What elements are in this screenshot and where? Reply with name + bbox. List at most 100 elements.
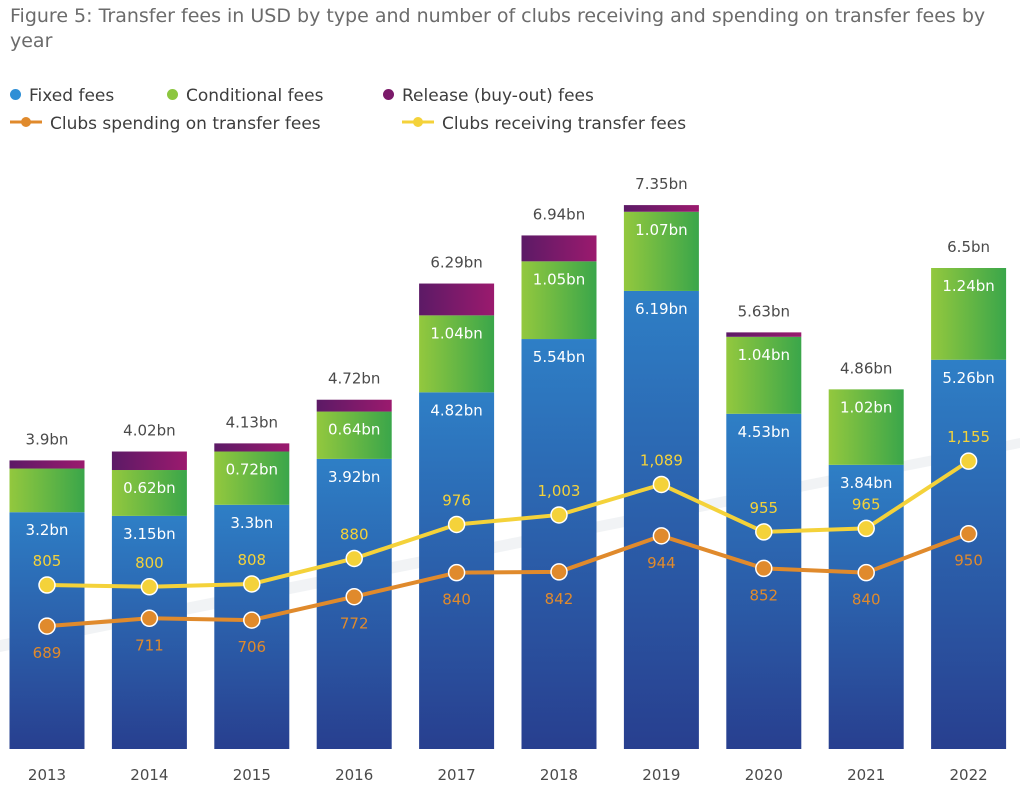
data-label-receiving-2013: 805 bbox=[33, 552, 62, 570]
bar-label-fixed-2020: 4.53bn bbox=[738, 423, 790, 441]
x-tick-label-2021: 2021 bbox=[847, 766, 885, 784]
data-label-receiving-2015: 808 bbox=[237, 551, 266, 569]
point-receiving-2018 bbox=[550, 506, 568, 524]
bar-label-fixed-2019: 6.19bn bbox=[635, 300, 687, 318]
point-receiving-2020 bbox=[755, 523, 773, 541]
bar-conditional-2022 bbox=[931, 268, 1007, 360]
data-label-spending-2018: 842 bbox=[545, 590, 574, 608]
total-label-2013: 3.9bn bbox=[26, 430, 69, 448]
bar-label-conditional-2020: 1.04bn bbox=[738, 346, 790, 364]
bar-label-conditional-2014: 0.62bn bbox=[123, 479, 175, 497]
bar-fixed-2019 bbox=[623, 290, 699, 749]
data-label-receiving-2016: 880 bbox=[340, 525, 369, 543]
legend-line-receiving-icon bbox=[402, 117, 434, 127]
bar-release-2018 bbox=[521, 235, 597, 262]
bar-conditional-2018 bbox=[521, 261, 597, 340]
legend-label-receiving: Clubs receiving transfer fees bbox=[442, 114, 687, 134]
bar-label-conditional-2021: 1.02bn bbox=[840, 398, 892, 416]
bar-label-fixed-2016: 3.92bn bbox=[328, 468, 380, 486]
point-spending-2018 bbox=[550, 563, 568, 581]
total-label-2014: 4.02bn bbox=[123, 422, 175, 440]
bar-conditional-2016 bbox=[316, 411, 392, 459]
data-label-receiving-2017: 976 bbox=[442, 491, 471, 509]
bar-release-2016 bbox=[316, 399, 392, 412]
point-receiving-2017 bbox=[447, 515, 466, 534]
data-label-spending-2021: 840 bbox=[852, 591, 881, 609]
legend-label-conditional: Conditional fees bbox=[186, 86, 324, 106]
bar-fixed-2020 bbox=[726, 413, 802, 749]
data-label-receiving-2021: 965 bbox=[852, 495, 881, 513]
bar-conditional-2017 bbox=[419, 315, 495, 393]
data-label-spending-2015: 706 bbox=[237, 638, 266, 656]
x-tick-label-2018: 2018 bbox=[540, 766, 578, 784]
bar-fixed-2022 bbox=[931, 359, 1007, 749]
data-label-spending-2020: 852 bbox=[749, 586, 778, 604]
point-receiving-2021 bbox=[857, 519, 875, 538]
bar-release-2017 bbox=[419, 283, 495, 316]
bar-label-conditional-2017: 1.04bn bbox=[430, 324, 482, 342]
bar-label-conditional-2018: 1.05bn bbox=[533, 270, 585, 288]
total-label-2019: 7.35bn bbox=[635, 175, 687, 193]
data-label-receiving-2018: 1,003 bbox=[538, 482, 581, 500]
chart-title: Figure 5: Transfer fees in USD by type a… bbox=[10, 5, 986, 52]
legend-item-conditional-fees: Conditional fees bbox=[167, 86, 323, 106]
data-label-spending-2022: 950 bbox=[954, 552, 983, 570]
bar-label-fixed-2018: 5.54bn bbox=[533, 348, 585, 366]
point-spending-2015 bbox=[243, 611, 261, 629]
point-spending-2016 bbox=[345, 587, 363, 606]
x-tick-label-2013: 2013 bbox=[28, 766, 66, 784]
x-tick-label-2017: 2017 bbox=[438, 766, 476, 784]
total-label-2021: 4.86bn bbox=[840, 359, 892, 377]
point-spending-2019 bbox=[652, 527, 671, 545]
bar-label-fixed-2014: 3.15bn bbox=[123, 525, 175, 543]
legend-label-release: Release (buy-out) fees bbox=[402, 86, 594, 106]
bar-label-fixed-2013: 3.2bn bbox=[26, 521, 69, 539]
total-label-2020: 5.63bn bbox=[738, 302, 790, 320]
point-spending-2020 bbox=[755, 559, 773, 578]
point-receiving-2022 bbox=[959, 452, 978, 470]
legend-item-fixed-fees: Fixed fees bbox=[10, 86, 114, 106]
data-label-receiving-2014: 800 bbox=[135, 554, 164, 572]
point-receiving-2019 bbox=[652, 475, 671, 494]
bar-fixed-2018 bbox=[521, 339, 597, 749]
bar-conditional-2013 bbox=[9, 468, 85, 513]
point-receiving-2013 bbox=[38, 576, 56, 594]
point-receiving-2016 bbox=[345, 549, 363, 568]
legend-label-fixed: Fixed fees bbox=[29, 86, 115, 106]
legend-item-spending: Clubs spending on transfer fees bbox=[10, 114, 321, 134]
x-tick-label-2014: 2014 bbox=[130, 766, 168, 784]
bar-conditional-2020 bbox=[726, 336, 802, 414]
line-receiving bbox=[46, 459, 970, 589]
data-label-spending-2016: 772 bbox=[340, 615, 369, 633]
legend-dot-fixed-icon bbox=[10, 88, 21, 100]
bar-release-2014 bbox=[111, 451, 187, 471]
legend-dot-conditional-icon bbox=[167, 88, 178, 100]
bar-label-conditional-2015: 0.72bn bbox=[226, 461, 278, 479]
bar-label-fixed-2022: 5.26bn bbox=[942, 369, 994, 387]
x-tick-label-2016: 2016 bbox=[335, 766, 373, 784]
legend-item-receiving: Clubs receiving transfer fees bbox=[402, 114, 686, 134]
legend-item-release-fees: Release (buy-out) fees bbox=[383, 86, 594, 106]
point-receiving-2015 bbox=[243, 575, 261, 593]
bar-conditional-2014 bbox=[111, 470, 187, 516]
total-label-2017: 6.29bn bbox=[430, 254, 482, 272]
bar-conditional-2019 bbox=[623, 211, 699, 291]
total-label-2018: 6.94bn bbox=[533, 205, 585, 223]
bar-release-2013 bbox=[9, 460, 85, 469]
x-tick-label-2015: 2015 bbox=[233, 766, 271, 784]
point-spending-2022 bbox=[959, 524, 978, 543]
data-label-receiving-2020: 955 bbox=[749, 499, 778, 517]
bar-label-conditional-2019: 1.07bn bbox=[635, 221, 687, 239]
point-receiving-2014 bbox=[140, 578, 159, 596]
total-label-2016: 4.72bn bbox=[328, 370, 380, 388]
bar-label-fixed-2017: 4.82bn bbox=[430, 401, 482, 419]
bar-label-fixed-2021: 3.84bn bbox=[840, 474, 892, 492]
point-spending-2013 bbox=[38, 617, 56, 635]
bar-release-2019 bbox=[623, 205, 699, 212]
bar-label-conditional-2016: 0.64bn bbox=[328, 421, 380, 439]
legend-label-spending: Clubs spending on transfer fees bbox=[50, 114, 321, 134]
data-label-spending-2017: 840 bbox=[442, 591, 471, 609]
total-label-2015: 4.13bn bbox=[226, 413, 278, 431]
bar-release-2015 bbox=[214, 443, 290, 452]
